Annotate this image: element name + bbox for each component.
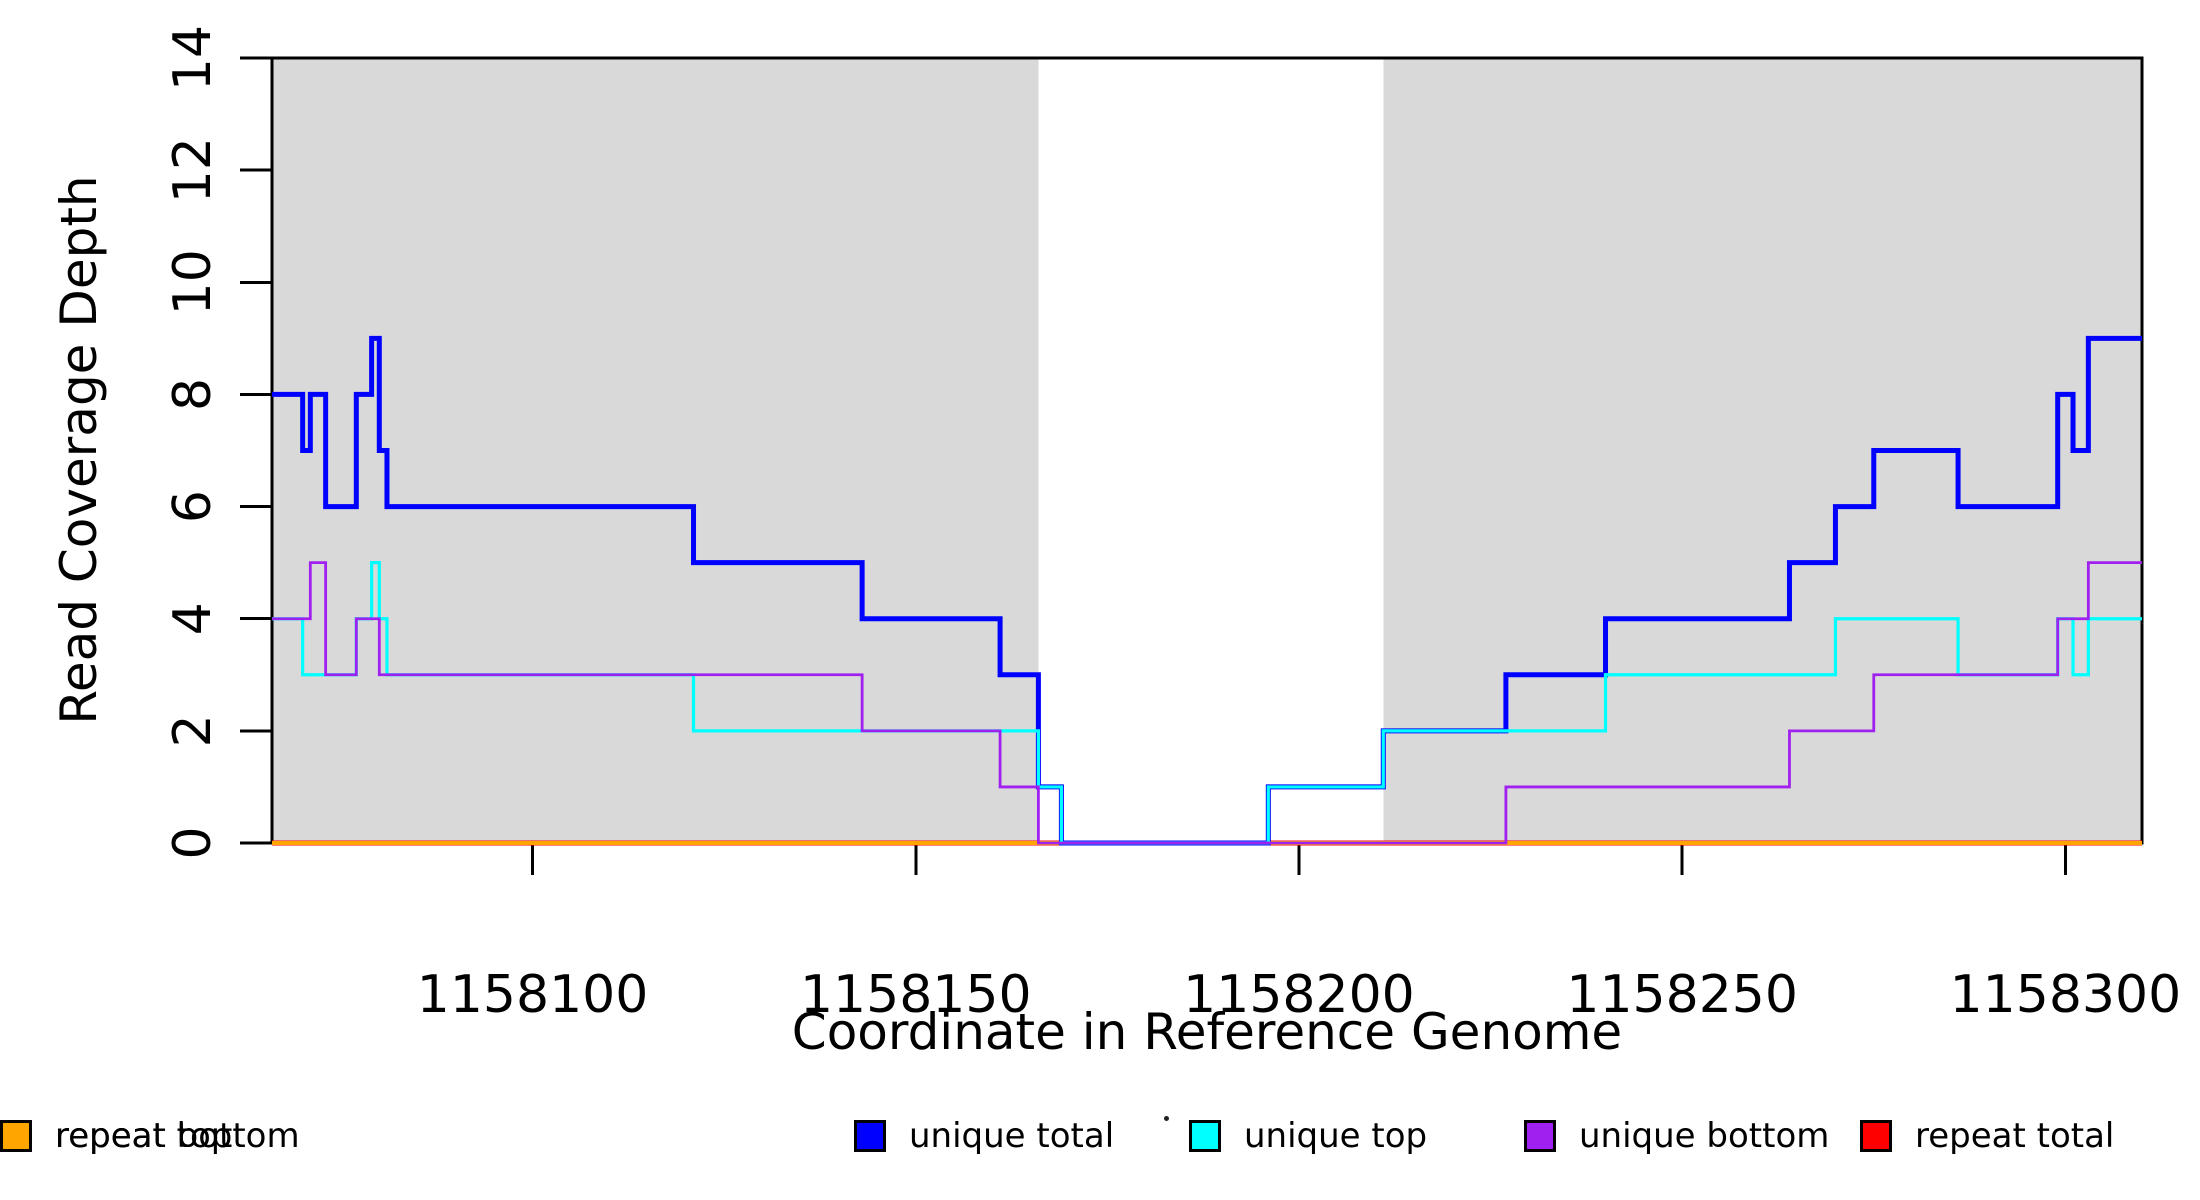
legend-swatch-unique-total — [854, 1120, 886, 1152]
legend-item-repeat-total: repeat total — [1860, 1116, 2114, 1156]
legend-item-unique-top: unique top — [1189, 1116, 1427, 1156]
legend-swatch-unique-top — [1189, 1120, 1221, 1152]
y-tick-label: 2 — [163, 714, 223, 747]
x-tick-label: 1158300 — [1950, 965, 2182, 1025]
y-tick-label: 8 — [163, 378, 223, 411]
y-tick-label: 6 — [163, 490, 223, 523]
y-tick-label: 14 — [163, 25, 223, 91]
legend-swatch-repeat-bottom — [0, 1120, 32, 1152]
legend-swatch-unique-bottom — [1524, 1120, 1556, 1152]
y-tick-label: 0 — [163, 826, 223, 859]
x-tick-label: 1158150 — [800, 965, 1032, 1025]
shaded-region — [272, 58, 1039, 843]
legend-label-repeat-bottom: repeat bottom — [55, 1116, 300, 1156]
stray-dot — [1164, 1116, 1169, 1121]
legend-label-unique-bottom: unique bottom — [1579, 1116, 1830, 1156]
series-line-unique-bottom — [272, 561, 2142, 845]
x-axis-title: Coordinate in Reference Genome — [791, 1003, 1623, 1061]
legend-item-unique-bottom: unique bottom — [1524, 1116, 1829, 1156]
y-axis-title: Read Coverage Depth — [50, 175, 108, 725]
legend-label-repeat-total: repeat total — [1915, 1116, 2115, 1156]
shaded-region — [1383, 58, 2142, 843]
legend-label-unique-total: unique total — [909, 1116, 1115, 1156]
x-tick-label: 1158200 — [1183, 965, 1415, 1025]
legend-label-unique-top: unique top — [1244, 1116, 1428, 1156]
y-tick-label: 10 — [163, 249, 223, 315]
y-tick-label: 4 — [163, 602, 223, 635]
legend-item-unique-total: unique total — [854, 1116, 1114, 1156]
legend-label-repeat-top: repeat top — [55, 1116, 233, 1156]
legend-swatch-repeat-total — [1860, 1120, 1892, 1152]
x-tick-label: 1158100 — [417, 965, 649, 1025]
legend-item-repeat-bottom: repeat bottom — [0, 1116, 300, 1156]
x-tick-label: 1158250 — [1566, 965, 1798, 1025]
y-tick-label: 12 — [163, 137, 223, 203]
